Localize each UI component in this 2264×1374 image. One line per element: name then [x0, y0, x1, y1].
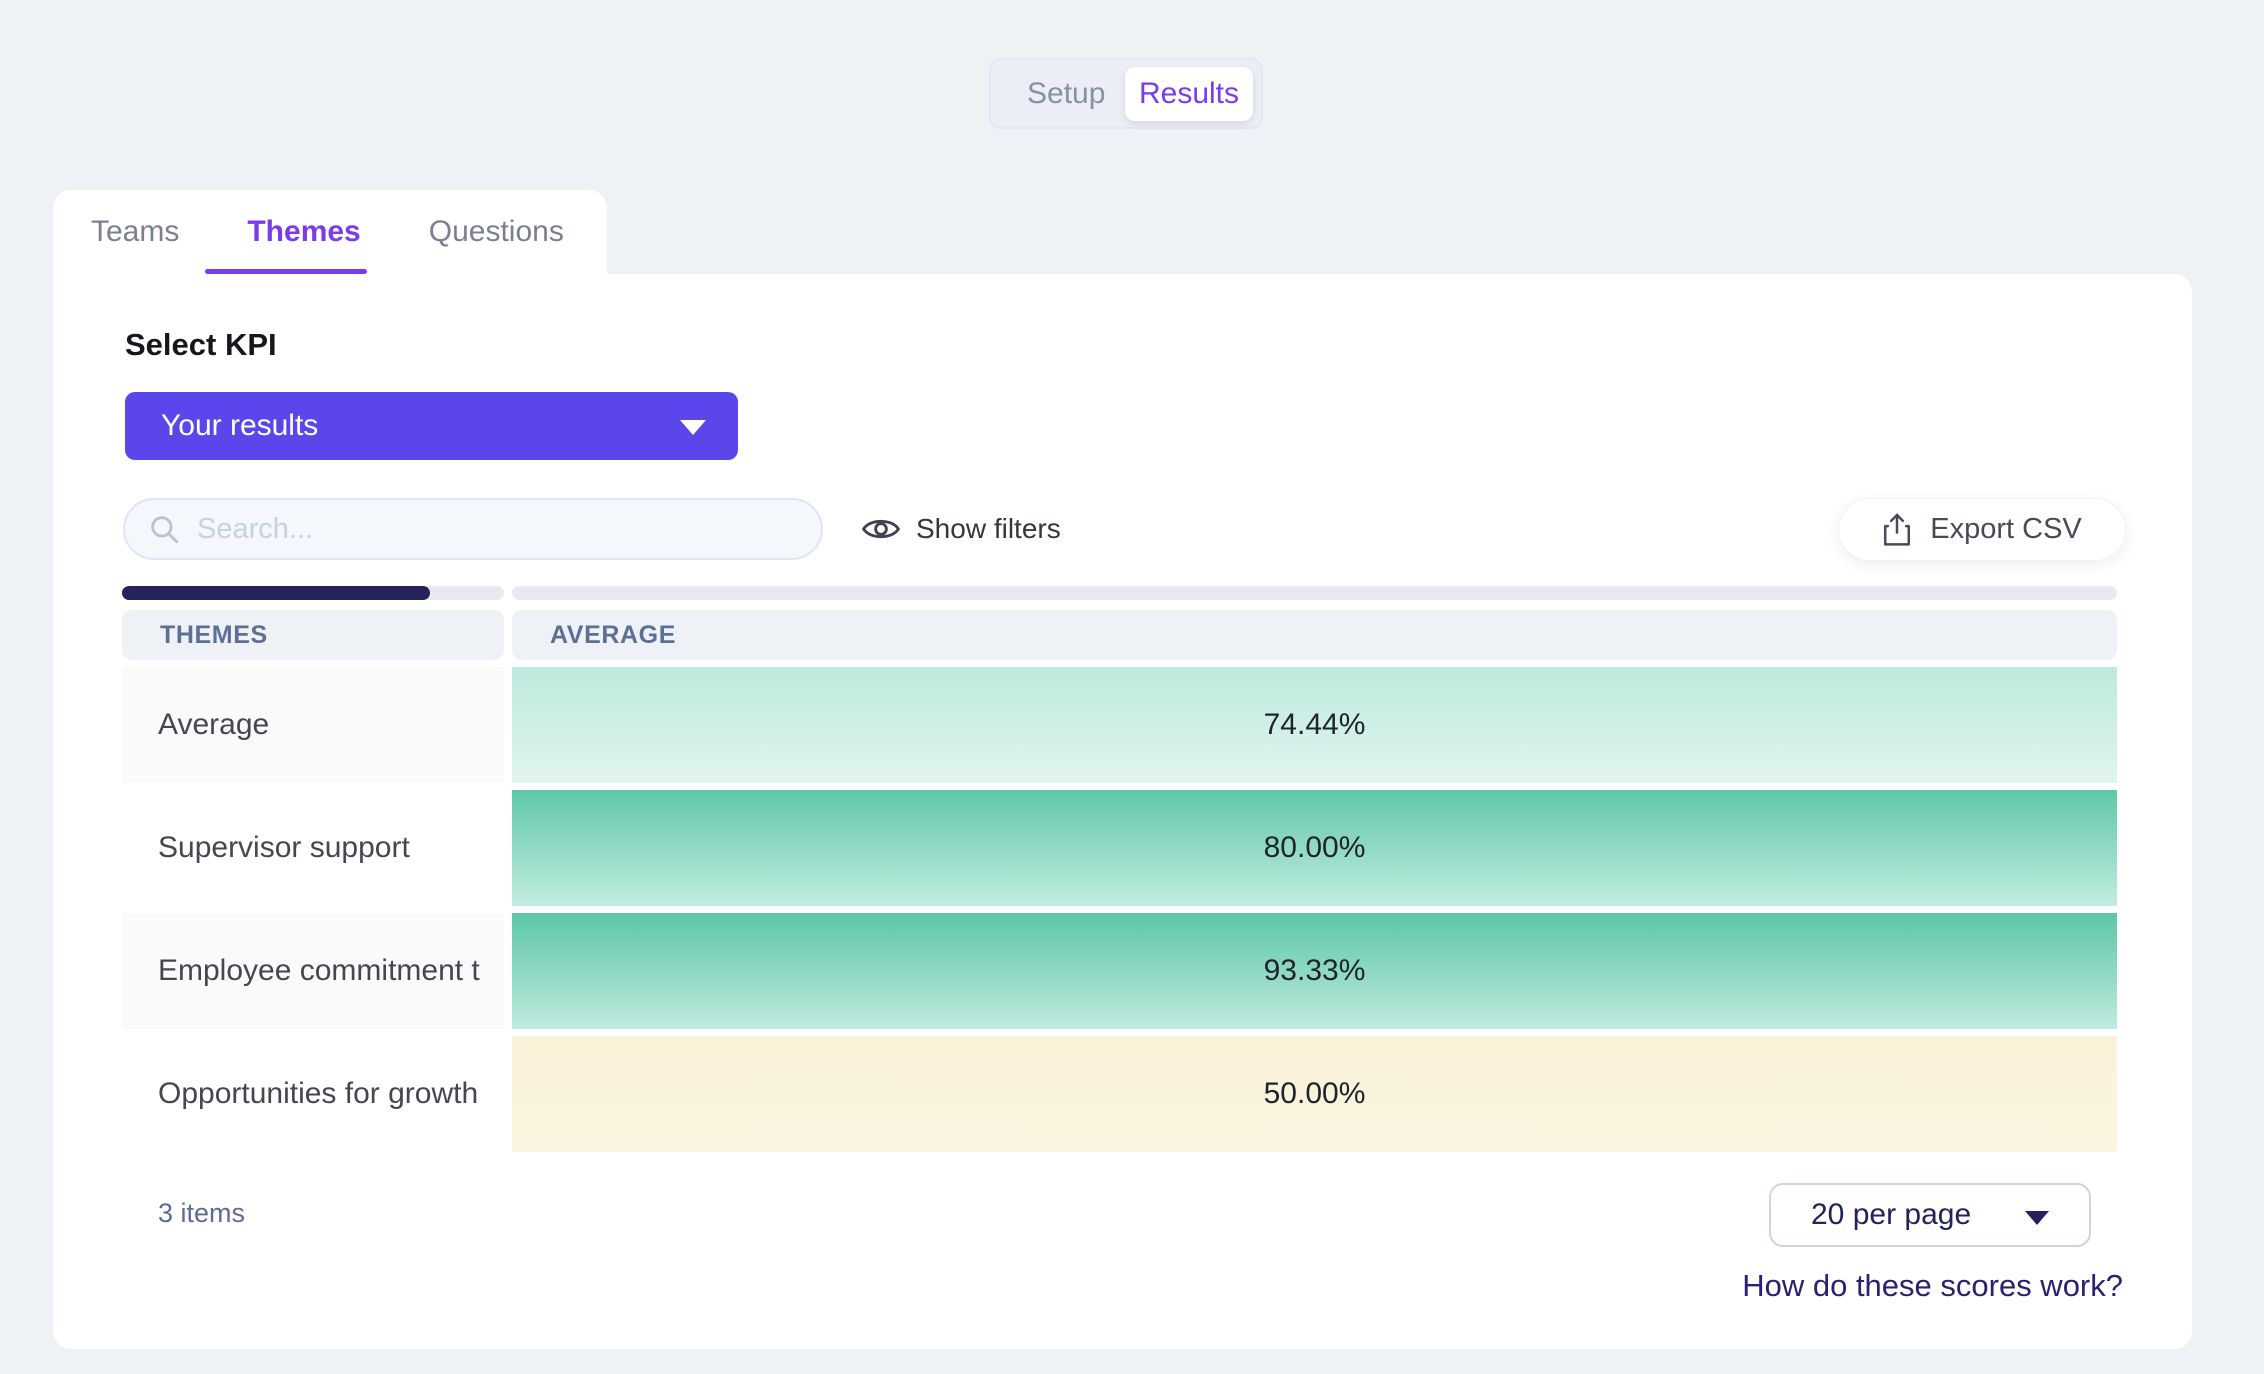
- average-value-cell: 74.44%: [512, 667, 2117, 783]
- search-box: [123, 498, 823, 560]
- theme-name-cell: Supervisor support: [158, 831, 410, 864]
- tab-teams[interactable]: Teams: [91, 215, 180, 248]
- tab-questions[interactable]: Questions: [428, 215, 564, 248]
- items-count: 3 items: [158, 1198, 246, 1228]
- column-header-themes: THEMES: [122, 610, 504, 660]
- active-tab-underline: [205, 269, 367, 274]
- search-icon: [151, 516, 179, 544]
- show-filters-label: Show filters: [916, 513, 1061, 544]
- kpi-dropdown[interactable]: Your results: [125, 392, 738, 460]
- toggle-setup[interactable]: Setup: [1027, 76, 1106, 110]
- page-size-value: 20 per page: [1811, 1198, 1972, 1231]
- show-filters-button[interactable]: Show filters: [862, 505, 1061, 553]
- export-csv-button[interactable]: Export CSV: [1838, 498, 2126, 561]
- chevron-down-icon: [2025, 1211, 2049, 1225]
- view-toggle: Setup Results: [989, 58, 1263, 129]
- column-header-average: AVERAGE: [512, 610, 2117, 660]
- average-value-cell: 50.00%: [512, 1036, 2117, 1152]
- average-value-cell: 93.33%: [512, 913, 2117, 1029]
- tab-themes[interactable]: Themes: [247, 215, 361, 248]
- table-row: Opportunities for growth 50.00%: [0, 1036, 2264, 1152]
- page-size-dropdown[interactable]: 20 per page: [1769, 1183, 2091, 1247]
- toggle-results[interactable]: Results: [1125, 67, 1253, 121]
- kpi-label: Select KPI: [125, 327, 277, 362]
- scrollbar-track-right[interactable]: [512, 586, 2117, 600]
- scores-help-link[interactable]: How do these scores work?: [1742, 1268, 2123, 1303]
- tab-bar: Teams Themes Questions: [53, 190, 607, 274]
- table-row: Average 74.44%: [0, 667, 2264, 783]
- chevron-down-icon: [680, 420, 706, 435]
- theme-name-cell: Employee commitment t: [122, 913, 504, 1029]
- theme-name-cell: Average: [122, 667, 504, 783]
- scrollbar-thumb[interactable]: [122, 586, 430, 600]
- average-value-cell: 80.00%: [512, 790, 2117, 906]
- eye-icon: [862, 519, 900, 539]
- table-row: Employee commitment t 93.33%: [0, 913, 2264, 1029]
- search-input[interactable]: [197, 512, 757, 546]
- theme-name-cell: Opportunities for growth: [158, 1077, 479, 1110]
- export-icon: [1884, 513, 1911, 546]
- export-csv-label: Export CSV: [1930, 513, 2082, 545]
- table-row: Supervisor support 80.00%: [0, 790, 2264, 906]
- kpi-dropdown-value: Your results: [161, 409, 319, 442]
